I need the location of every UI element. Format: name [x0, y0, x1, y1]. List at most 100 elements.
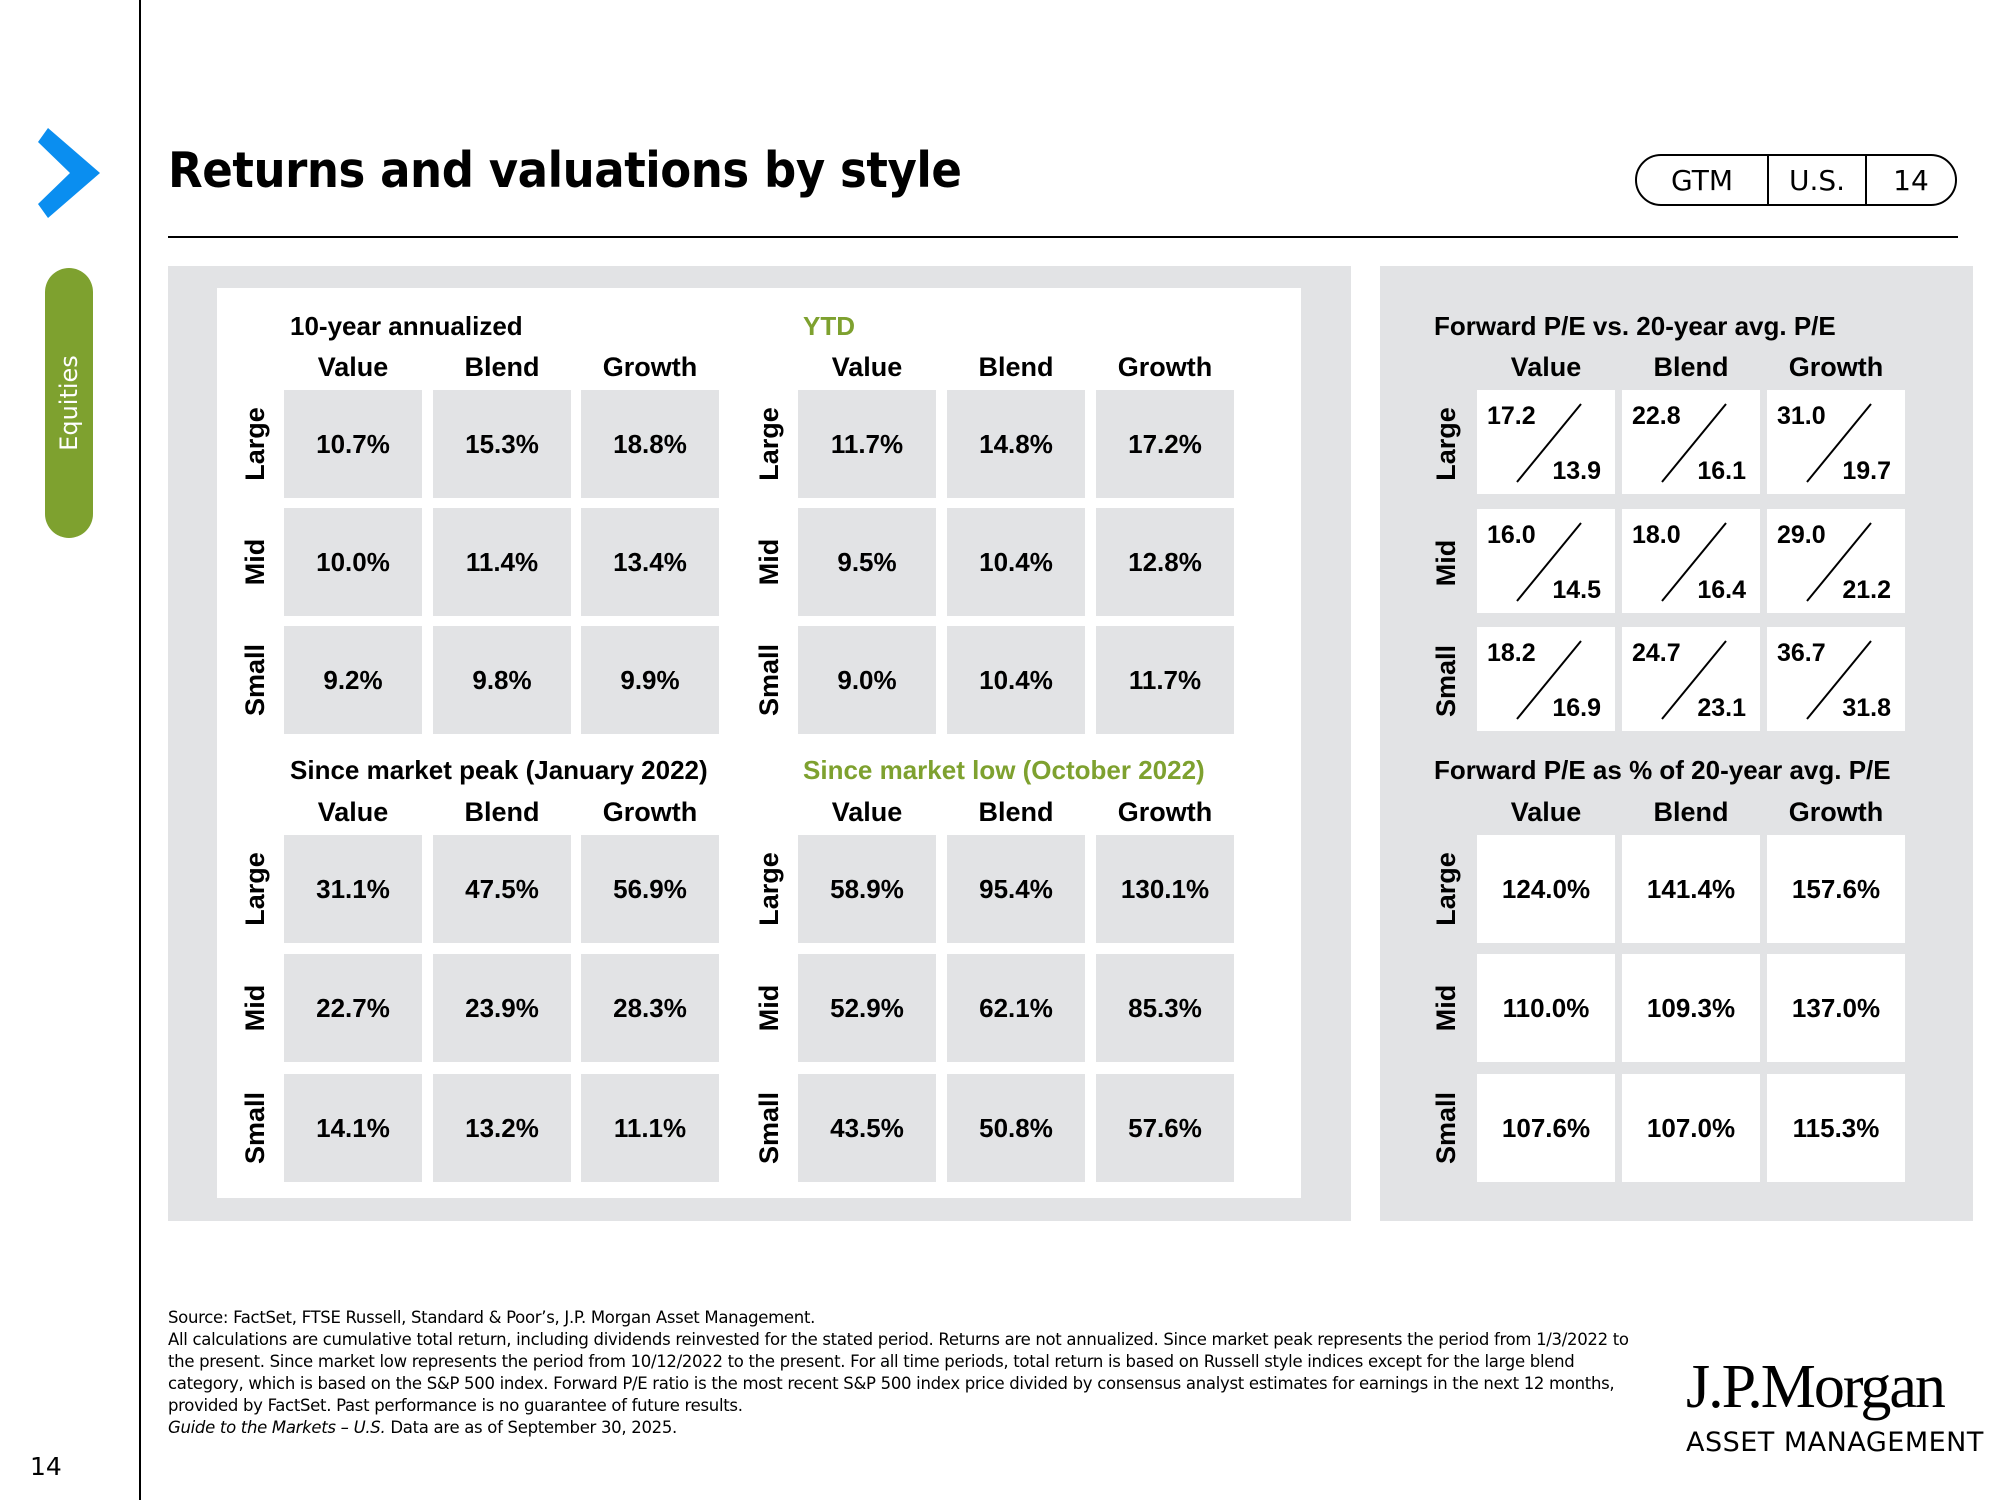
row-label-small: Small — [1431, 1091, 1461, 1165]
diagonal-divider — [1661, 522, 1727, 602]
title-divider — [168, 236, 1958, 238]
pe-cell: 31.0 19.7 — [1767, 390, 1905, 494]
since-peak-cell: 31.1% — [284, 835, 422, 943]
column-header-blend: Blend — [464, 352, 540, 382]
pe-cell: 18.0 16.4 — [1622, 509, 1760, 613]
avg-pe-value: 31.8 — [1842, 694, 1891, 722]
row-label-mid: Mid — [240, 538, 270, 586]
row-label-mid: Mid — [754, 538, 784, 586]
row-label-small: Small — [754, 643, 784, 717]
as-of-note: Guide to the Markets – U.S. Data are as … — [168, 1417, 1668, 1439]
row-label-small: Small — [240, 643, 270, 717]
column-header-growth: Growth — [1117, 352, 1213, 382]
10yr-cell: 13.4% — [581, 508, 719, 616]
badge-gtm: GTM — [1637, 156, 1769, 204]
source-note: Source: FactSet, FTSE Russell, Standard … — [168, 1308, 816, 1327]
diagonal-divider — [1806, 403, 1872, 483]
pe-pct-avg-cell: 157.6% — [1767, 835, 1905, 943]
since-low-cell: 85.3% — [1096, 954, 1234, 1062]
forward-pe-value: 18.0 — [1632, 521, 1681, 549]
sidebar-divider — [139, 0, 141, 1500]
diagonal-divider — [1661, 640, 1727, 720]
diagonal-divider — [1806, 640, 1872, 720]
pe-cell: 18.2 16.9 — [1477, 627, 1615, 731]
column-header-value: Value — [317, 797, 389, 827]
badge-page: 14 — [1893, 163, 1929, 197]
since-peak-cell: 56.9% — [581, 835, 719, 943]
column-header-value: Value — [831, 797, 903, 827]
since-peak-cell: 47.5% — [433, 835, 571, 943]
column-header-growth: Growth — [602, 352, 698, 382]
section-title-since-low: Since market low (October 2022) — [803, 755, 1205, 785]
row-label-large: Large — [754, 852, 784, 926]
10yr-cell: 10.0% — [284, 508, 422, 616]
pe-pct-avg-cell: 115.3% — [1767, 1074, 1905, 1182]
pe-cell: 17.2 13.9 — [1477, 390, 1615, 494]
avg-pe-value: 19.7 — [1842, 457, 1891, 485]
column-header-value: Value — [317, 352, 389, 382]
section-title-ytd: YTD — [803, 311, 855, 341]
page-badge: GTM U.S. 14 — [1635, 154, 1957, 206]
ytd-cell: 9.5% — [798, 508, 936, 616]
page-number: 14 — [30, 1452, 62, 1481]
diagonal-divider — [1661, 403, 1727, 483]
ytd-cell: 14.8% — [947, 390, 1085, 498]
diagonal-divider — [1516, 640, 1582, 720]
diagonal-divider — [1806, 522, 1872, 602]
column-header-growth: Growth — [1117, 797, 1213, 827]
forward-pe-value: 16.0 — [1487, 521, 1536, 549]
section-tab-label: Equities — [55, 355, 83, 451]
page-title: Returns and valuations by style — [168, 142, 962, 199]
10yr-cell: 10.7% — [284, 390, 422, 498]
column-header-blend: Blend — [978, 352, 1054, 382]
forward-pe-value: 29.0 — [1777, 521, 1826, 549]
10yr-cell: 9.2% — [284, 626, 422, 734]
row-label-mid: Mid — [1431, 539, 1461, 587]
chevron-right-icon[interactable] — [38, 128, 100, 218]
avg-pe-value: 16.1 — [1697, 457, 1746, 485]
ytd-cell: 17.2% — [1096, 390, 1234, 498]
column-header-blend: Blend — [464, 797, 540, 827]
forward-pe-value: 31.0 — [1777, 402, 1826, 430]
footnotes: Source: FactSet, FTSE Russell, Standard … — [168, 1307, 1668, 1439]
ytd-cell: 10.4% — [947, 626, 1085, 734]
section-tab-equities[interactable]: Equities — [45, 268, 93, 538]
row-label-small: Small — [754, 1091, 784, 1165]
since-peak-cell: 28.3% — [581, 954, 719, 1062]
pe-cell: 36.7 31.8 — [1767, 627, 1905, 731]
as-of-date: Data are as of September 30, 2025. — [385, 1418, 678, 1437]
methodology-note: All calculations are cumulative total re… — [168, 1330, 1629, 1415]
row-label-large: Large — [754, 407, 784, 481]
10yr-cell: 15.3% — [433, 390, 571, 498]
column-header-growth: Growth — [602, 797, 698, 827]
10yr-cell: 18.8% — [581, 390, 719, 498]
avg-pe-value: 14.5 — [1552, 576, 1601, 604]
avg-pe-value: 23.1 — [1697, 694, 1746, 722]
ytd-cell: 12.8% — [1096, 508, 1234, 616]
row-label-large: Large — [240, 852, 270, 926]
ytd-cell: 9.0% — [798, 626, 936, 734]
since-low-cell: 57.6% — [1096, 1074, 1234, 1182]
section-title-since-peak: Since market peak (January 2022) — [290, 755, 708, 785]
forward-pe-value: 22.8 — [1632, 402, 1681, 430]
diagonal-divider — [1516, 403, 1582, 483]
since-low-cell: 58.9% — [798, 835, 936, 943]
forward-pe-value: 36.7 — [1777, 639, 1826, 667]
row-label-small: Small — [240, 1091, 270, 1165]
column-header-value: Value — [831, 352, 903, 382]
10yr-cell: 9.8% — [433, 626, 571, 734]
since-low-cell: 95.4% — [947, 835, 1085, 943]
column-header-blend: Blend — [1653, 352, 1729, 382]
since-low-cell: 43.5% — [798, 1074, 936, 1182]
since-low-cell: 62.1% — [947, 954, 1085, 1062]
column-header-blend: Blend — [978, 797, 1054, 827]
avg-pe-value: 13.9 — [1552, 457, 1601, 485]
column-header-value: Value — [1510, 352, 1582, 382]
badge-region: U.S. — [1769, 156, 1867, 204]
forward-pe-value: 24.7 — [1632, 639, 1681, 667]
asset-management-logo-text: ASSET MANAGEMENT — [1686, 1427, 1984, 1458]
row-label-mid: Mid — [240, 984, 270, 1032]
row-label-large: Large — [240, 407, 270, 481]
row-label-mid: Mid — [754, 984, 784, 1032]
10yr-cell: 11.4% — [433, 508, 571, 616]
